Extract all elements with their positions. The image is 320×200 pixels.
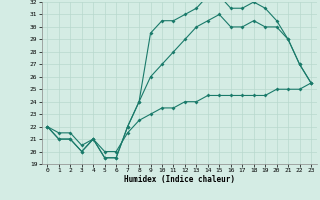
X-axis label: Humidex (Indice chaleur): Humidex (Indice chaleur)	[124, 175, 235, 184]
